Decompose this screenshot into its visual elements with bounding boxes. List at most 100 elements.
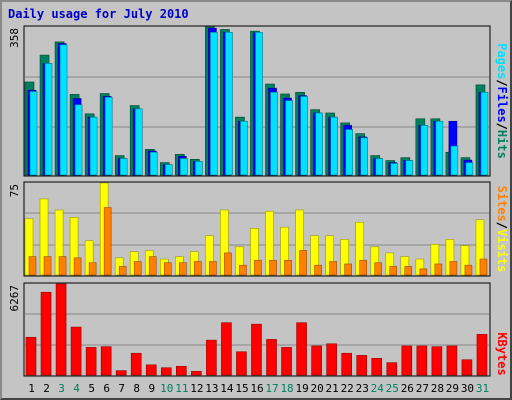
day-label: 21 (326, 382, 339, 395)
kbytes-bar (281, 347, 292, 376)
pages-bar (450, 145, 459, 176)
pages-bar (345, 129, 353, 176)
pages-bar (405, 160, 414, 176)
pages-bar (104, 96, 113, 176)
pages-bar (89, 116, 98, 176)
sites-bar (269, 259, 277, 276)
kbytes-bar (25, 336, 37, 376)
kbytes-bar (176, 365, 187, 376)
sites-bar (58, 256, 67, 276)
sites-bar (344, 263, 352, 276)
sites-bar (314, 264, 322, 276)
sites-bar (73, 257, 82, 276)
day-label: 7 (118, 382, 125, 395)
legend-sites-visits: Sites/Visits (495, 186, 509, 273)
kbytes-bar (70, 326, 82, 376)
day-label: 5 (88, 382, 95, 395)
sites-bar (118, 266, 127, 276)
pages-bar (420, 125, 429, 176)
sites-bar (479, 258, 488, 276)
day-label: 20 (311, 382, 324, 395)
day-label: 8 (133, 382, 140, 395)
kbytes-bar (206, 339, 217, 376)
sites-bar (449, 261, 458, 276)
legend-kbytes: KBytes (495, 332, 509, 375)
day-label: 11 (175, 382, 188, 395)
pages-bar (300, 96, 308, 176)
sites-bar (133, 261, 142, 276)
day-label: 23 (356, 382, 369, 395)
sites-bar (254, 259, 262, 276)
day-label: 4 (73, 382, 80, 395)
sites-bar (284, 259, 292, 276)
kbytes-bar (401, 345, 413, 376)
sites-bar (28, 256, 37, 276)
pages-bar (29, 91, 38, 176)
day-label: 27 (416, 382, 429, 395)
day-label: 9 (148, 382, 155, 395)
kbytes-bar (341, 352, 352, 376)
pages-bar (180, 158, 188, 176)
pages-bar (375, 158, 384, 176)
sites-bar (464, 264, 473, 276)
day-label: 2 (43, 382, 50, 395)
kbytes-bar (100, 346, 112, 376)
sites-bar (374, 262, 383, 276)
sites-bar (359, 259, 368, 276)
kbytes-bar (416, 345, 428, 376)
kbytes-bar (476, 334, 488, 376)
sites-bar (103, 207, 112, 276)
kbytes-bar (431, 346, 443, 376)
pages-bar (74, 104, 83, 176)
day-label: 22 (341, 382, 354, 395)
kbytes-bar (85, 347, 97, 376)
pages-bar (330, 116, 338, 176)
sites-bar (299, 250, 307, 276)
sites-bar (148, 256, 157, 276)
day-label: 12 (190, 382, 203, 395)
pages-bar (390, 163, 399, 176)
kbytes-bar (386, 362, 398, 376)
day-label: 16 (250, 382, 263, 395)
sites-bar (179, 262, 187, 276)
day-label: 15 (235, 382, 248, 395)
sites-bar (239, 264, 247, 276)
kbytes-bar (145, 364, 157, 376)
legend-pages-files-hits-part: / (495, 79, 509, 86)
day-label: 6 (103, 382, 110, 395)
pages-bar (465, 162, 474, 176)
legend-pages-files-hits: Pages/Files/Hits (495, 43, 509, 159)
day-label: 19 (295, 382, 308, 395)
kbytes-bar (371, 358, 383, 376)
pages-bar (480, 92, 489, 176)
day-label: 26 (401, 382, 414, 395)
sites-bar (389, 266, 398, 276)
legend-pages-files-hits-part: Files (495, 87, 509, 123)
kbytes-bar (266, 339, 277, 376)
day-label: 14 (220, 382, 234, 395)
day-label: 18 (280, 382, 293, 395)
kbytes-bar (55, 283, 67, 376)
day-label: 10 (160, 382, 173, 395)
pages-bar (44, 63, 53, 176)
pages-bar (119, 158, 128, 176)
day-label: 31 (476, 382, 489, 395)
pages-bar (240, 120, 248, 176)
kbytes-bar (191, 371, 202, 376)
kbytes-bar (130, 352, 142, 376)
sites-bar (224, 252, 232, 276)
legend-sites-visits-part: Visits (495, 229, 509, 272)
pages-bar (255, 32, 263, 176)
pages-bar (195, 161, 203, 176)
kbytes-bar (115, 370, 127, 376)
sites-bar (329, 261, 337, 276)
sites-bar (43, 256, 52, 276)
legend-sites-visits-part: Sites (495, 186, 509, 222)
kbytes-bar (236, 351, 247, 376)
kbytes-bar (40, 291, 52, 376)
day-label: 1 (28, 382, 35, 395)
sites-bar (194, 261, 202, 276)
pages-bar (134, 108, 143, 176)
pages-bar (225, 32, 233, 176)
